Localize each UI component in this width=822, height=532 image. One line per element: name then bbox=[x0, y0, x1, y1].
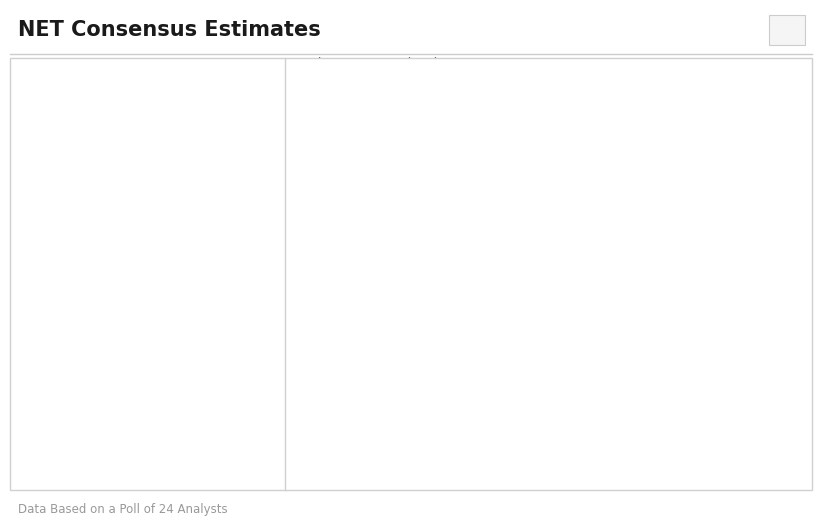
Text: 1: 1 bbox=[162, 329, 172, 343]
Text: (+66.66% Upside): (+66.66% Upside) bbox=[531, 110, 713, 128]
Bar bbox=[88, 115, 101, 128]
Text: 12: 12 bbox=[101, 254, 127, 272]
Text: Neutral: Neutral bbox=[159, 115, 205, 128]
Text: Average 170.71: Average 170.71 bbox=[292, 110, 450, 128]
FancyBboxPatch shape bbox=[769, 15, 805, 45]
Text: Buy: Buy bbox=[55, 115, 79, 128]
Wedge shape bbox=[47, 168, 150, 371]
Bar bbox=[36, 115, 49, 128]
Text: Average  |  170.71: Average | 170.71 bbox=[708, 292, 810, 302]
Text: Analysts 12-Month Price Target: Analysts 12-Month Price Target bbox=[292, 57, 498, 70]
Text: i: i bbox=[784, 22, 790, 37]
Wedge shape bbox=[150, 168, 254, 375]
Text: Outperform: Outperform bbox=[99, 436, 201, 451]
Bar bbox=[140, 115, 153, 128]
Text: Data Based on a Poll of 24 Analysts: Data Based on a Poll of 24 Analysts bbox=[18, 503, 228, 517]
Text: Overall Consensus: Overall Consensus bbox=[78, 91, 201, 104]
Text: NET Consensus Estimates: NET Consensus Estimates bbox=[18, 20, 321, 40]
Text: Low  |  91.00: Low | 91.00 bbox=[708, 377, 779, 387]
Text: 11: 11 bbox=[184, 244, 209, 262]
Text: High  |  250.00: High | 250.00 bbox=[708, 207, 790, 218]
FancyBboxPatch shape bbox=[10, 58, 812, 490]
Wedge shape bbox=[123, 271, 150, 375]
Text: Sell: Sell bbox=[107, 115, 129, 128]
FancyBboxPatch shape bbox=[59, 420, 241, 466]
